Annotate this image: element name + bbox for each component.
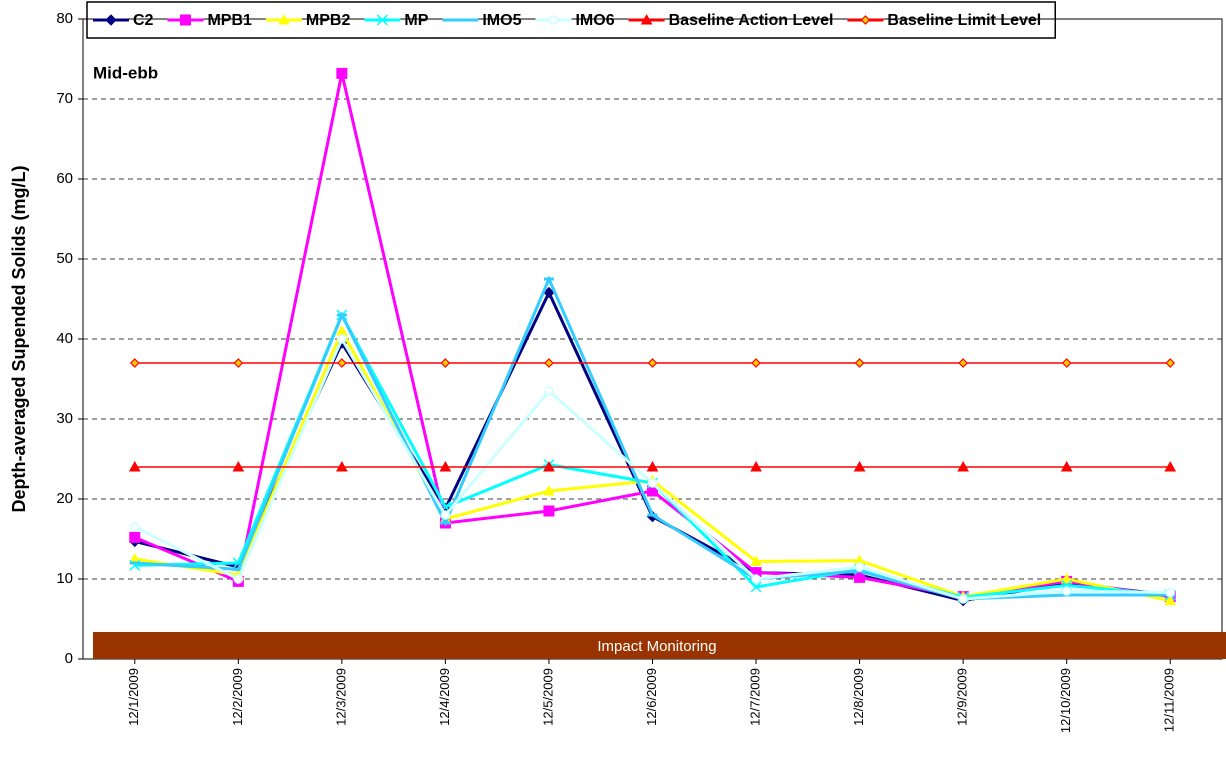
legend-label: Baseline Action Level <box>669 12 834 29</box>
marker <box>233 358 244 368</box>
marker <box>853 460 866 472</box>
marker <box>129 358 140 368</box>
marker <box>1165 587 1175 598</box>
y-tick-label: 50 <box>56 250 73 267</box>
marker <box>750 460 762 472</box>
legend-label: MPB2 <box>306 12 351 29</box>
marker <box>957 460 969 472</box>
marker <box>129 531 141 543</box>
y-tick-label: 30 <box>56 410 73 427</box>
marker <box>130 522 140 532</box>
marker <box>640 13 653 25</box>
marker <box>854 562 865 572</box>
y-tick-label: 80 <box>56 10 73 27</box>
marker <box>543 460 555 472</box>
marker <box>854 358 865 368</box>
marker <box>1061 586 1072 596</box>
banner-label: Impact Monitoring <box>597 638 716 655</box>
x-tick-label: 12/10/2009 <box>1058 668 1073 733</box>
marker <box>958 358 968 368</box>
marker <box>439 460 452 472</box>
marker <box>543 505 555 517</box>
marker <box>544 358 554 368</box>
x-tick-label: 12/3/2009 <box>333 668 348 726</box>
series <box>129 309 1176 603</box>
marker <box>751 574 761 584</box>
y-tick-label: 40 <box>56 330 73 347</box>
marker <box>751 358 761 368</box>
x-tick-label: 12/9/2009 <box>955 668 970 726</box>
x-tick-label: 12/1/2009 <box>126 668 141 726</box>
monitoring-banner <box>93 632 1226 659</box>
series <box>129 358 1176 368</box>
legend-label: Baseline Limit Level <box>887 12 1041 29</box>
x-tick-label: 12/8/2009 <box>851 668 866 726</box>
x-tick-label: 12/7/2009 <box>747 668 762 726</box>
marker <box>1164 594 1177 606</box>
marker <box>647 478 658 488</box>
y-tick-label: 0 <box>65 650 73 667</box>
marker <box>646 460 659 472</box>
legend-label: MP <box>404 12 428 29</box>
legend-label: IMO5 <box>482 12 521 29</box>
marker <box>179 14 191 26</box>
series <box>130 334 1175 604</box>
marker <box>1061 358 1072 368</box>
marker <box>1165 358 1176 368</box>
marker <box>1164 460 1177 472</box>
series <box>129 275 1176 601</box>
x-tick-label: 12/5/2009 <box>540 668 555 726</box>
legend-label: C2 <box>133 12 154 29</box>
annotation: Mid-ebb <box>93 63 158 82</box>
y-tick-label: 10 <box>56 570 73 587</box>
legend-label: IMO6 <box>575 12 614 29</box>
x-tick-label: 12/11/2009 <box>1162 668 1177 732</box>
marker <box>750 581 762 593</box>
series <box>128 460 1177 472</box>
marker <box>337 334 347 344</box>
marker <box>128 460 141 472</box>
y-axis-title: Depth-averaged Supended Solids (mg/L) <box>9 165 29 512</box>
marker <box>647 358 658 368</box>
y-tick-label: 20 <box>56 490 73 507</box>
x-tick-label: 12/6/2009 <box>644 668 659 726</box>
marker <box>336 460 348 472</box>
marker <box>105 14 117 26</box>
x-tick-label: 12/2/2009 <box>230 668 245 726</box>
marker <box>440 510 451 520</box>
marker <box>544 386 554 396</box>
marker <box>750 555 762 566</box>
marker <box>232 460 245 472</box>
y-tick-label: 70 <box>56 90 73 107</box>
marker <box>278 13 290 25</box>
marker <box>337 358 347 368</box>
marker <box>440 358 451 368</box>
marker <box>1060 460 1073 472</box>
marker <box>543 484 555 496</box>
marker <box>543 286 555 299</box>
marker <box>548 15 559 25</box>
marker <box>233 574 244 584</box>
marker <box>860 15 871 25</box>
marker <box>1060 572 1073 584</box>
marker <box>376 14 388 26</box>
legend-label: MPB1 <box>207 12 252 29</box>
marker <box>336 67 348 79</box>
y-tick-label: 60 <box>56 170 73 187</box>
x-tick-label: 12/4/2009 <box>437 668 452 726</box>
marker <box>958 594 968 604</box>
